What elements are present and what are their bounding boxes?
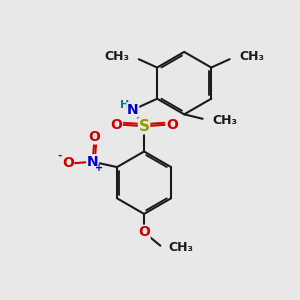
Text: O: O <box>110 118 122 132</box>
Text: CH₃: CH₃ <box>239 50 264 63</box>
Text: N: N <box>87 155 98 169</box>
Text: O: O <box>138 225 150 239</box>
Text: N: N <box>127 103 139 117</box>
Text: -: - <box>58 151 62 161</box>
Text: CH₃: CH₃ <box>104 50 129 63</box>
Text: +: + <box>95 163 103 173</box>
Text: O: O <box>62 156 74 170</box>
Text: CH₃: CH₃ <box>169 241 194 254</box>
Text: H: H <box>120 100 129 110</box>
Text: O: O <box>88 130 100 144</box>
Text: O: O <box>166 118 178 132</box>
Text: CH₃: CH₃ <box>212 114 237 127</box>
Text: S: S <box>139 119 150 134</box>
